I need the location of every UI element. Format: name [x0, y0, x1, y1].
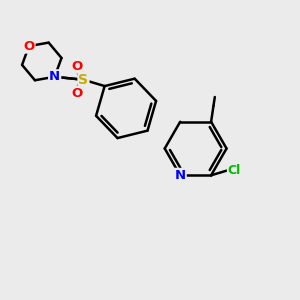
- Text: O: O: [23, 40, 34, 52]
- Text: N: N: [49, 70, 60, 83]
- Text: Cl: Cl: [228, 164, 241, 177]
- Text: S: S: [79, 73, 88, 87]
- Text: O: O: [71, 59, 82, 73]
- Text: O: O: [71, 87, 82, 100]
- Text: N: N: [175, 169, 186, 182]
